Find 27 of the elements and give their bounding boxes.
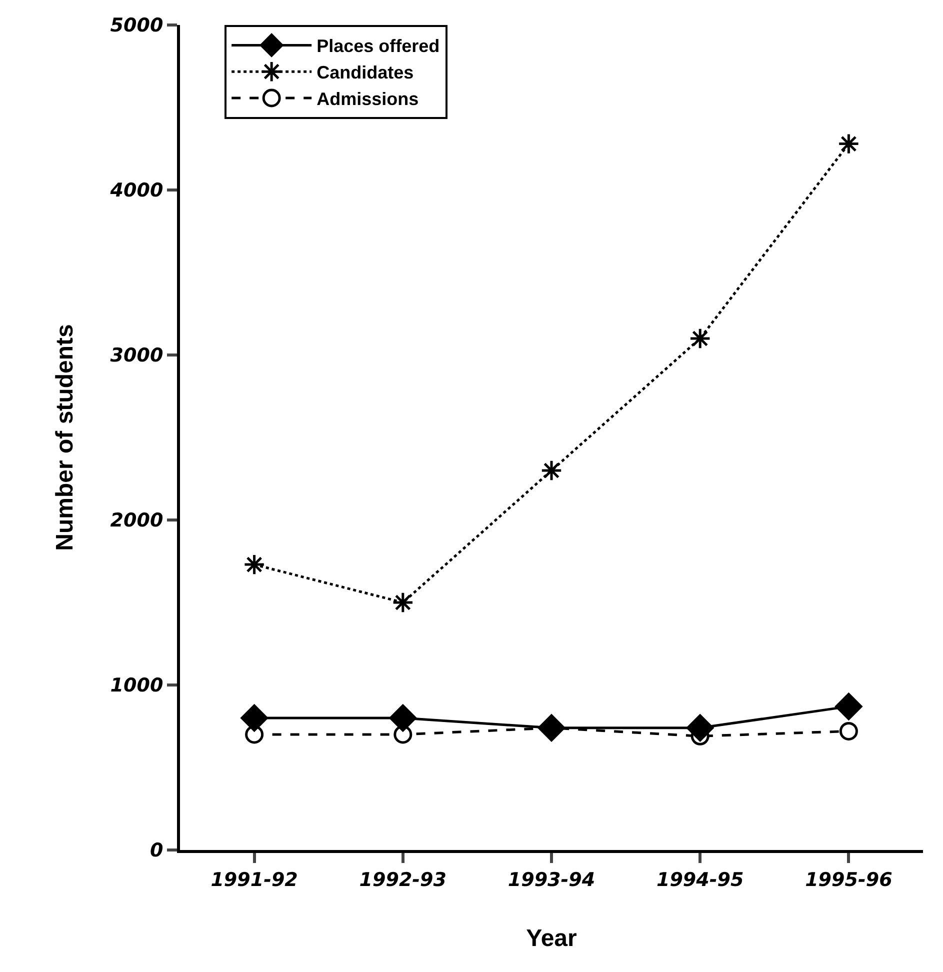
point bbox=[689, 328, 711, 350]
point bbox=[838, 132, 860, 155]
point bbox=[392, 592, 414, 614]
y-tick-label: 0 bbox=[150, 840, 164, 862]
point bbox=[240, 704, 268, 732]
x-tick-label: 1991-92 bbox=[210, 868, 298, 891]
point bbox=[839, 722, 858, 740]
x-tick-label: 1995-96 bbox=[805, 868, 892, 891]
x-tick-label: 1993-94 bbox=[508, 868, 596, 891]
x-tick-label: 1994-95 bbox=[656, 868, 744, 891]
legend-label: Places offered bbox=[316, 36, 440, 56]
x-axis-title: Year bbox=[526, 925, 577, 952]
point bbox=[686, 714, 714, 742]
legend-label: Candidates bbox=[316, 62, 414, 83]
point bbox=[389, 704, 416, 732]
y-tick-label: 3000 bbox=[110, 344, 164, 367]
legend-label: Admissions bbox=[316, 89, 419, 110]
y-tick-label: 5000 bbox=[110, 14, 164, 37]
x-tick-label: 1992-93 bbox=[359, 868, 447, 891]
y-tick-label: 2000 bbox=[110, 510, 164, 532]
y-tick-label: 4000 bbox=[109, 180, 164, 202]
point bbox=[835, 692, 862, 720]
point bbox=[540, 460, 562, 482]
point bbox=[538, 714, 566, 742]
y-axis-title: Number of students bbox=[51, 324, 78, 551]
point bbox=[243, 554, 266, 576]
y-tick-label: 1000 bbox=[110, 674, 164, 697]
